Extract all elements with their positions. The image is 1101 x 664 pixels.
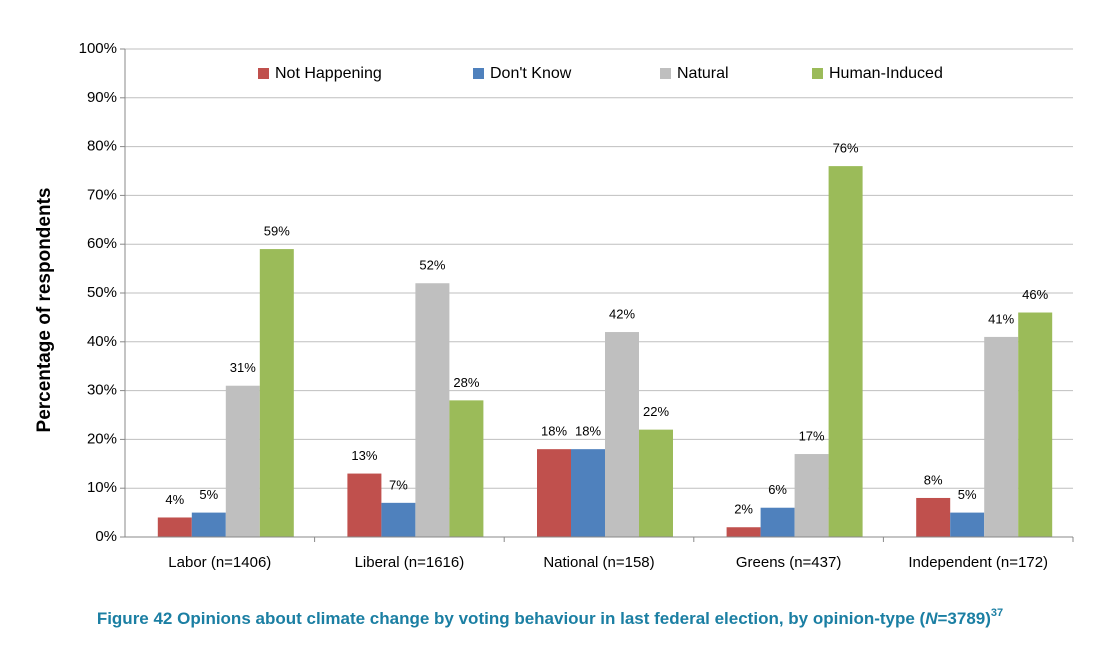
y-tick-label: 50% [87,284,117,301]
caption-text: =3789) [938,609,991,628]
y-tick-label: 60% [87,235,117,252]
data-label: 7% [389,477,408,492]
bar [726,527,761,537]
bar [449,400,484,537]
data-label: 6% [768,482,787,497]
caption-text: Figure 42 Opinions about climate change … [97,609,926,628]
data-label: 22% [643,404,669,419]
bar [916,497,951,537]
y-tick-label: 90% [87,89,117,106]
bar [950,512,985,537]
data-label: 46% [1022,287,1048,302]
bar [794,454,829,537]
legend-swatch [812,68,823,79]
bar [191,512,226,537]
x-tick-label: Greens (n=437) [736,554,841,571]
y-tick-label: 0% [95,528,117,545]
bar [760,507,795,537]
bar [157,517,192,537]
data-label: 52% [419,258,445,273]
data-label: 5% [199,487,218,502]
bar [259,249,294,537]
footnote: 37 [991,607,1003,619]
bar [828,166,863,537]
bar [415,283,450,537]
legend-label: Not Happening [275,65,382,82]
data-label: 17% [799,428,825,443]
bar [381,502,416,537]
y-axis-title: Percentage of respondents [34,188,55,433]
bar [537,449,571,537]
y-tick-label: 100% [79,40,117,57]
bar [1018,312,1053,537]
y-tick-label: 20% [87,430,117,447]
legend-label: Human-Induced [829,65,943,82]
x-tick-label: Liberal (n=1616) [355,554,465,571]
data-label: 31% [230,360,256,375]
y-tick-label: 70% [87,186,117,203]
x-tick-label: Independent (n=172) [908,554,1048,571]
data-label: 42% [609,306,635,321]
legend-label: Don't Know [490,65,572,82]
legend-swatch [660,68,671,79]
legend-swatch [258,68,269,79]
data-label: 4% [165,492,184,507]
bar [605,332,639,537]
x-tick-label: National (n=158) [543,554,654,571]
y-tick-label: 10% [87,479,117,496]
y-tick-label: 80% [87,138,117,155]
y-tick-label: 40% [87,333,117,350]
bar [225,385,260,537]
legend-label: Natural [677,65,729,82]
data-label: 59% [264,224,290,239]
legend-swatch [473,68,484,79]
bar [984,336,1019,537]
x-tick-label: Labor (n=1406) [168,554,271,571]
data-label: 41% [988,311,1014,326]
bar [347,473,382,537]
caption-italic: N [925,609,938,628]
caption: Figure 42 Opinions about climate change … [97,607,1003,629]
data-label: 18% [541,424,567,439]
data-label: 5% [958,487,977,502]
data-label: 2% [734,502,753,517]
data-label: 76% [833,141,859,156]
y-tick-label: 30% [87,382,117,399]
bar [571,449,605,537]
data-label: 28% [453,375,479,390]
bar [639,429,673,537]
data-label: 8% [924,472,943,487]
data-label: 13% [351,448,377,463]
data-label: 18% [575,424,601,439]
